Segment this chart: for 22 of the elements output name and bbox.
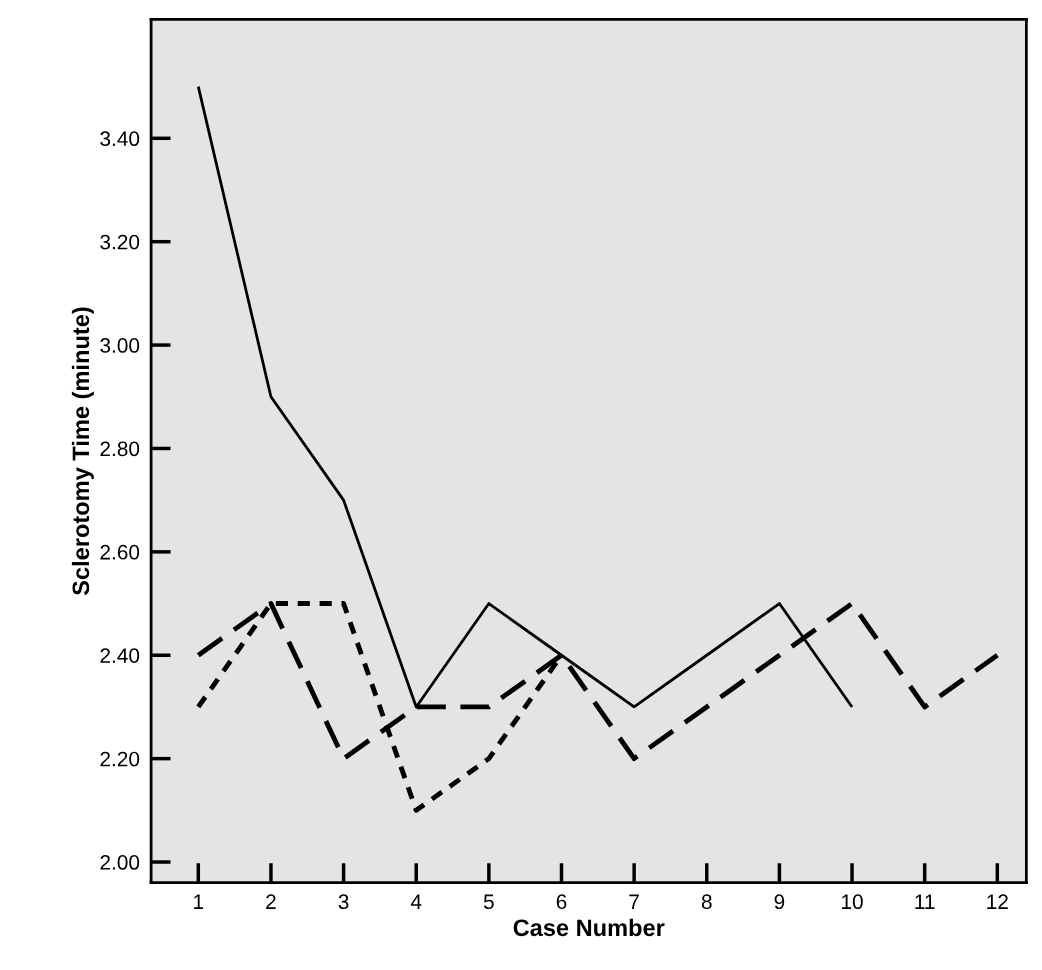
y-axis-title: Sclerotomy Time (minute) (71, 307, 94, 596)
x-tick-label: 6 (556, 894, 567, 910)
x-tick-label: 8 (701, 894, 712, 910)
x-tick-label: 2 (266, 894, 276, 909)
x-tick-label: 4 (410, 894, 422, 909)
y-tick-label: 2.80 (100, 441, 140, 457)
x-tick-label: 10 (842, 894, 863, 910)
y-tick-label: 2.20 (100, 751, 140, 767)
y-tick-label: 3.20 (100, 234, 140, 250)
x-tick-label: 9 (774, 894, 785, 910)
y-tick-label: 3.00 (100, 338, 140, 353)
y-tick-label: 3.40 (100, 131, 140, 147)
x-tick-label: 11 (915, 894, 935, 909)
x-tick-label: 5 (483, 894, 494, 910)
x-axis-title: Case Number (513, 918, 665, 937)
x-tick-label: 1 (194, 894, 204, 909)
y-tick-label: 2.40 (100, 648, 140, 663)
x-tick-label: 3 (338, 894, 349, 910)
y-tick-label: 2.60 (100, 544, 140, 560)
y-tick-label: 2.00 (100, 855, 140, 870)
x-tick-label: 12 (987, 894, 1008, 909)
x-tick-label: 7 (629, 894, 639, 909)
